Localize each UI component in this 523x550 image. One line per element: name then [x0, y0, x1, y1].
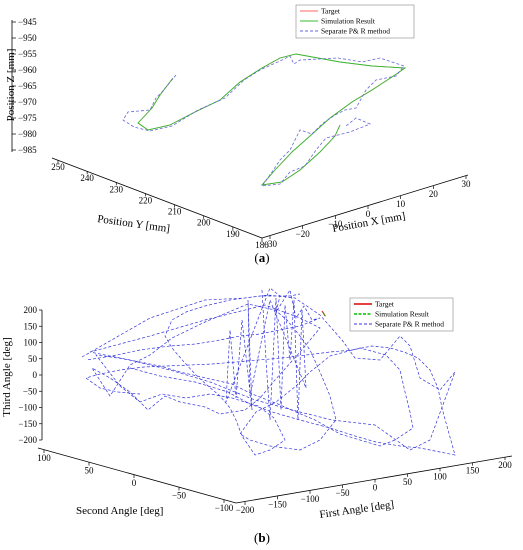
y-tick-label: 240	[80, 173, 94, 183]
legend-a: Target Simulation Result Separate P& R m…	[295, 4, 415, 39]
z-tick-label: −950	[18, 33, 37, 43]
x-tick-label: −20	[296, 229, 311, 239]
x-tick-label: 30	[462, 179, 472, 189]
z-axis-label: Position Z [mm]	[5, 49, 17, 122]
x-b-tick-label: 150	[466, 466, 480, 476]
series-simulation-line-b	[322, 311, 327, 318]
z-tick-label: −955	[18, 49, 37, 59]
y-tick-label: 230	[110, 184, 124, 194]
legend-b-label-simulation: Simulation Result	[375, 310, 430, 319]
z-b-tick-label: 150	[24, 321, 38, 331]
series-simulation-line	[137, 53, 407, 186]
z-tick-label: −945	[18, 17, 37, 27]
legend-a-label-simulation: Simulation Result	[321, 17, 376, 26]
y-tick-label: 200	[197, 218, 211, 228]
z-b-tick-label: −150	[18, 419, 37, 429]
x-b-tick-label: 50	[403, 477, 413, 487]
z-tick-label: −985	[18, 145, 37, 155]
x-b-tick-label: 100	[433, 471, 447, 481]
x-b-tick-label: −100	[301, 494, 320, 504]
z-b-tick-label: 50	[28, 354, 38, 364]
x-b-tick-label: −50	[335, 488, 350, 498]
legend-a-label-separate: Separate P& R method	[321, 27, 390, 36]
series-target-line	[137, 53, 407, 186]
caption-b-label: b	[258, 530, 265, 545]
z-tick-label: −965	[18, 81, 37, 91]
y-b-tick-label: 0	[132, 478, 137, 488]
x-tick-label: −30	[263, 239, 278, 249]
z-axis-label-b: Third Angle [deg]	[1, 337, 13, 416]
x-b-tick-label: 200	[498, 460, 512, 470]
y-axis-label-b: Second Angle [deg]	[76, 505, 163, 517]
y-b-tick-label: −100	[215, 503, 234, 513]
y-tick-label: 250	[51, 162, 65, 172]
x-tick-label: −10	[328, 219, 343, 229]
y-b-tick-label: −50	[172, 491, 187, 501]
series-separate-line-b3	[85, 345, 456, 456]
legend-b: Target Simulation Result Separate P& R m…	[349, 297, 454, 332]
z-b-tick-label: −100	[18, 403, 37, 413]
x-b-tick-label: −200	[236, 505, 255, 515]
y-tick-label: 180	[255, 240, 269, 250]
x-axis-line-b	[235, 455, 513, 504]
x-b-tick-label: −150	[268, 499, 287, 509]
x-tick-label: 0	[366, 209, 371, 219]
y-b-tick-label: 100	[37, 453, 51, 463]
z-tick-label: −975	[18, 113, 37, 123]
series-separate-line-b2	[85, 287, 321, 421]
caption-a-label: a	[259, 250, 266, 265]
legend-b-label-target: Target	[375, 300, 395, 309]
caption-a: (a)	[254, 250, 269, 265]
chart-b: 200 150 100 50 0 −50 −100 −150 −200 −100 −50 0 50 10…	[1, 287, 513, 545]
y-tick-label: 190	[226, 229, 240, 239]
legend-b-label-separate: Separate P& R method	[375, 320, 444, 329]
y-b-tick-label: 50	[85, 466, 95, 476]
z-tick-label: −980	[18, 129, 37, 139]
z-b-tick-label: −200	[18, 435, 37, 445]
legend-a-label-target: Target	[321, 7, 341, 16]
y-axis-label: Position Y [mm]	[97, 213, 171, 235]
y-axis-line-b	[37, 447, 237, 504]
z-tick-label: −970	[18, 97, 37, 107]
series-separate-line	[122, 55, 405, 187]
z-b-tick-label: 100	[24, 338, 38, 348]
z-b-tick-label: −50	[23, 386, 38, 396]
z-b-tick-label: 200	[24, 305, 38, 315]
x-axis-line	[261, 174, 469, 239]
x-axis-label-b: First Angle [deg]	[319, 499, 395, 521]
z-tick-label: −960	[18, 65, 37, 75]
z-b-tick-label: 0	[33, 370, 38, 380]
x-b-tick-label: 0	[373, 483, 378, 493]
y-tick-label: 220	[139, 195, 153, 205]
x-tick-label: 10	[396, 199, 406, 209]
series-separate-line-b	[81, 293, 456, 456]
x-tick-label: 20	[429, 189, 439, 199]
caption-b: (b)	[254, 530, 270, 545]
y-tick-label: 210	[168, 207, 182, 217]
chart-a: −945 −950 −955 −960 −965 −970 −975 −980 −985 180…	[5, 4, 472, 265]
